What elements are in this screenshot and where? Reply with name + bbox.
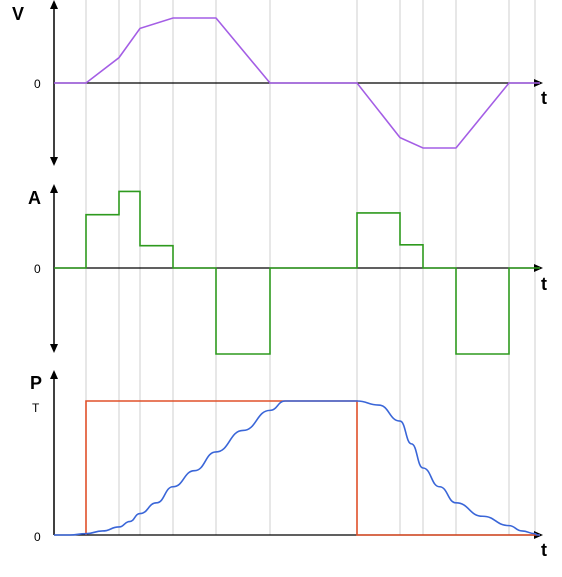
position-zero-tick: 0	[34, 530, 41, 544]
position-t-tick: T	[32, 401, 40, 415]
acceleration-x-label: t	[541, 274, 547, 294]
velocity-y-arrow	[50, 0, 58, 9]
velocity-y-label: V	[12, 4, 24, 24]
position-target-line	[85, 400, 540, 536]
position-x-label: t	[541, 540, 547, 560]
position-panel: P T 0 t	[30, 370, 547, 560]
position-y-arrow	[50, 370, 58, 379]
velocity-series-line	[54, 17, 540, 149]
position-actual-line	[54, 400, 540, 536]
acceleration-series-line	[54, 190, 540, 355]
position-y-label: P	[30, 373, 42, 393]
series-layer	[54, 17, 540, 536]
velocity-y-arrow-down	[50, 157, 58, 166]
acceleration-y-label: A	[28, 188, 41, 208]
acceleration-y-arrow-down	[50, 344, 58, 353]
velocity-zero-tick: 0	[34, 77, 41, 91]
acceleration-y-arrow	[50, 184, 58, 193]
acceleration-zero-tick: 0	[34, 262, 41, 276]
velocity-x-label: t	[541, 88, 547, 108]
